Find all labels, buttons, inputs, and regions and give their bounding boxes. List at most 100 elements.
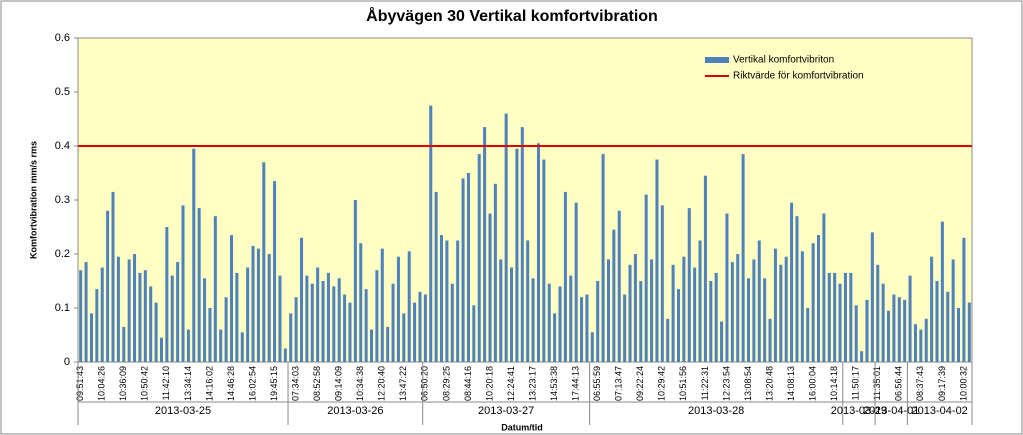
x-tick-label: 16:00:04 xyxy=(808,366,818,401)
bar xyxy=(833,272,837,362)
bar xyxy=(693,267,697,362)
y-tick-label: 0.4 xyxy=(55,140,70,152)
x-tick-label: 09:14:09 xyxy=(334,366,344,401)
bar xyxy=(84,262,88,362)
bar xyxy=(353,200,357,362)
bar xyxy=(633,254,637,362)
bar xyxy=(305,275,309,362)
bar xyxy=(359,243,363,362)
bar xyxy=(714,272,718,362)
bar xyxy=(946,291,950,362)
legend-label: Riktvärde för komfortvibration xyxy=(733,71,864,82)
bar xyxy=(440,235,444,362)
bar xyxy=(186,329,190,362)
x-tick-label: 09:22:24 xyxy=(635,366,645,401)
bar xyxy=(299,237,304,362)
bar xyxy=(644,194,648,362)
bar xyxy=(596,281,600,362)
bar xyxy=(499,259,503,362)
bar xyxy=(262,162,266,362)
bar xyxy=(95,289,99,362)
bar xyxy=(795,216,799,362)
x-tick-label: 10:34:38 xyxy=(355,366,365,401)
bar xyxy=(865,299,869,362)
x-tick-label: 11:22:31 xyxy=(700,366,710,400)
x-tick-label: 10:14:18 xyxy=(829,366,839,401)
x-tick-label: 12:23:54 xyxy=(721,366,731,401)
y-axis-label: Komfortvibration mm/s rms xyxy=(28,141,38,259)
bar xyxy=(698,240,702,362)
bar xyxy=(477,154,481,362)
bar xyxy=(375,270,379,362)
bar xyxy=(165,227,169,362)
bar xyxy=(143,270,147,362)
bar xyxy=(229,235,233,362)
bar xyxy=(391,283,395,362)
x-tick-label: 06:50:20 xyxy=(420,366,430,401)
bar xyxy=(240,332,244,362)
chart-title: Åbyvägen 30 Vertikal komfortvibration xyxy=(366,6,658,25)
bar xyxy=(267,254,271,362)
bar xyxy=(407,251,411,362)
bar xyxy=(321,281,325,362)
bar xyxy=(278,275,282,362)
bar xyxy=(623,294,627,362)
x-tick-label: 14:46:28 xyxy=(226,366,236,401)
bar xyxy=(246,267,250,362)
bar xyxy=(472,305,476,362)
group-label: 2013-03-26 xyxy=(327,405,383,417)
bar xyxy=(617,210,621,362)
bar xyxy=(542,159,546,362)
bar xyxy=(434,191,438,362)
x-tick-label: 07:13:47 xyxy=(614,366,624,401)
x-tick-label: 12:20:40 xyxy=(377,366,387,401)
bar xyxy=(940,221,944,362)
bar xyxy=(569,275,573,362)
bar xyxy=(628,264,632,362)
x-tick-label: 11:42:10 xyxy=(161,366,171,400)
bar xyxy=(806,308,810,362)
bar xyxy=(687,208,691,362)
x-tick-label: 08:29:25 xyxy=(441,366,451,401)
bar xyxy=(773,248,777,362)
bar xyxy=(520,127,524,362)
bar xyxy=(380,248,384,362)
bar xyxy=(666,318,670,362)
bar xyxy=(197,208,201,362)
bar xyxy=(326,272,330,362)
bar xyxy=(100,267,104,362)
x-tick-label: 13:34:14 xyxy=(183,366,193,401)
x-tick-label: 10:04:26 xyxy=(97,366,107,401)
bar xyxy=(310,283,314,362)
bar xyxy=(676,289,680,362)
bar xyxy=(450,283,454,362)
bar xyxy=(822,213,826,362)
x-tick-label: 10:50:42 xyxy=(140,366,150,401)
bar xyxy=(116,256,120,362)
bar xyxy=(531,278,535,362)
bar xyxy=(741,154,745,362)
bar xyxy=(149,286,153,362)
y-tick-label: 0.1 xyxy=(55,302,70,314)
bar xyxy=(908,275,912,362)
bar xyxy=(768,318,772,362)
bar xyxy=(892,294,896,362)
bar xyxy=(106,210,110,362)
bar xyxy=(154,302,158,362)
x-tick-label: 06:56:44 xyxy=(894,366,904,401)
bar xyxy=(951,259,955,362)
group-label: 2013-03-27 xyxy=(478,405,534,417)
bar xyxy=(671,264,675,362)
bar xyxy=(590,332,594,362)
bar xyxy=(536,143,540,362)
x-tick-label: 09:51:43 xyxy=(75,366,85,401)
legend-swatch xyxy=(705,57,729,63)
bar xyxy=(585,294,589,362)
x-tick-label: 10:29:42 xyxy=(657,366,667,401)
x-tick-label: 11:35:01 xyxy=(872,366,882,400)
bar xyxy=(337,278,341,362)
group-label: 2013-03-25 xyxy=(155,405,211,417)
bar xyxy=(170,275,174,362)
